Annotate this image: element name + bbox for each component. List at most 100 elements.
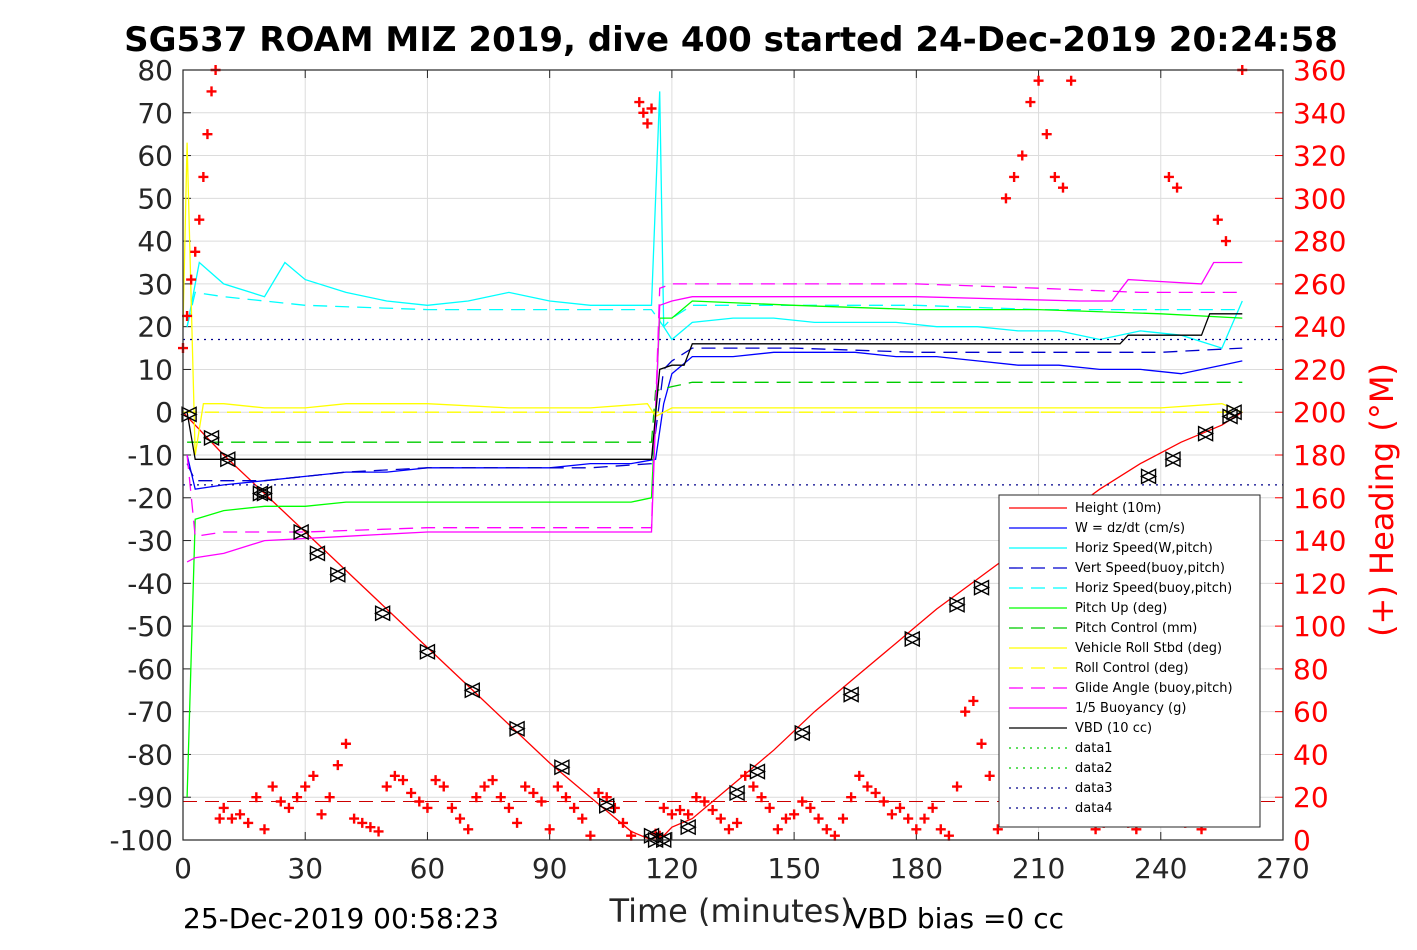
heading-point xyxy=(895,802,906,813)
x-tick-label: 210 xyxy=(1012,852,1065,885)
series-layer xyxy=(178,65,1283,849)
heading-point xyxy=(218,802,229,813)
legend-entry: data4 xyxy=(1075,801,1113,816)
heading-point xyxy=(300,781,311,792)
heading-point xyxy=(214,813,225,824)
heading-point xyxy=(854,770,865,781)
heading-point xyxy=(275,796,286,807)
heading-point xyxy=(805,802,816,813)
heading-point xyxy=(194,214,205,225)
dive-marker xyxy=(463,682,481,699)
heading-point xyxy=(593,787,604,798)
heading-point xyxy=(1033,75,1044,86)
right-y-tick-label: 180 xyxy=(1293,439,1346,472)
heading-point xyxy=(756,792,767,803)
dive-marker xyxy=(374,605,392,622)
dive-marker xyxy=(418,643,437,660)
heading-point xyxy=(446,802,457,813)
dive-marker xyxy=(948,596,966,613)
footer-vbd-bias: VBD bias =0 cc xyxy=(848,902,1064,935)
heading-point xyxy=(186,274,197,285)
heading-point xyxy=(658,802,669,813)
dive-marker xyxy=(793,724,811,742)
heading-point xyxy=(544,824,555,835)
left-y-tick-label: -60 xyxy=(127,653,173,686)
legend-entry: Height (10m) xyxy=(1075,501,1161,516)
legend-entry: Roll Control (deg) xyxy=(1075,661,1189,676)
dive-marker xyxy=(842,686,860,703)
right-y-tick-label: 20 xyxy=(1293,781,1329,814)
legend-entry: Horiz Speed(buoy,pitch) xyxy=(1075,581,1232,596)
right-y-tick-label: 320 xyxy=(1293,140,1346,173)
heading-point xyxy=(332,760,343,771)
ticks: 0 30 60 90 120 150 180 210 240 270 80 70 60 50 40 30 20 1… xyxy=(109,54,1346,885)
heading-point xyxy=(487,775,498,786)
heading-point xyxy=(870,787,881,798)
legend-entry: data2 xyxy=(1075,761,1113,776)
heading-point xyxy=(699,796,710,807)
heading-point xyxy=(878,796,889,807)
heading-point xyxy=(789,809,800,820)
series-line-7 xyxy=(182,142,1243,456)
series-line-10 xyxy=(186,261,1243,563)
heading-point xyxy=(666,809,677,820)
heading-point xyxy=(308,770,319,781)
left-y-tick-label: 20 xyxy=(137,311,173,344)
legend-entry: data3 xyxy=(1075,781,1113,796)
heading-point xyxy=(340,738,351,749)
heading-point xyxy=(1066,75,1077,86)
right-y-tick-label: 200 xyxy=(1293,396,1346,429)
right-y-tick-label: 300 xyxy=(1293,182,1346,215)
x-tick-label: 0 xyxy=(174,852,192,885)
heading-point xyxy=(414,796,425,807)
left-y-tick-label: 0 xyxy=(155,396,173,429)
heading-point xyxy=(723,824,734,835)
heading-point xyxy=(976,738,987,749)
heading-point xyxy=(422,802,433,813)
heading-point xyxy=(226,813,237,824)
heading-point xyxy=(381,781,392,792)
heading-point xyxy=(903,813,914,824)
series-line-11 xyxy=(186,313,1243,460)
dive-marker xyxy=(553,759,571,776)
dive-marker xyxy=(508,720,526,737)
right-y-tick-label: 220 xyxy=(1293,353,1346,386)
right-y-tick-label: 160 xyxy=(1293,482,1346,515)
heading-point xyxy=(389,770,400,781)
right-y-tick-label: 340 xyxy=(1293,97,1346,130)
legend-entry: Pitch Up (deg) xyxy=(1075,601,1167,616)
x-tick-label: 240 xyxy=(1134,852,1187,885)
heading-point xyxy=(886,809,897,820)
heading-point xyxy=(992,824,1003,835)
left-y-tick-label: -10 xyxy=(127,439,173,472)
heading-point xyxy=(772,824,783,835)
heading-point xyxy=(206,86,217,97)
plot-frame xyxy=(182,69,1284,841)
heading-point xyxy=(430,775,441,786)
heading-point xyxy=(1172,182,1183,193)
dive-marker xyxy=(972,579,991,596)
heading-point xyxy=(190,246,201,257)
left-y-tick-label: 10 xyxy=(137,353,173,386)
heading-point xyxy=(324,792,335,803)
heading-point xyxy=(646,103,657,114)
legend-entry: VBD (10 cc) xyxy=(1075,721,1152,736)
heading-point xyxy=(471,792,482,803)
right-y-axis-label: (+) Heading (°M) xyxy=(1363,363,1401,637)
heading-point xyxy=(935,824,946,835)
right-y-tick-label: 80 xyxy=(1293,653,1329,686)
left-y-tick-label: -80 xyxy=(127,738,173,771)
heading-point xyxy=(292,792,303,803)
heading-point xyxy=(691,792,702,803)
dive-marker xyxy=(1225,404,1243,421)
right-y-tick-label: 240 xyxy=(1293,311,1346,344)
right-y-tick-label: 140 xyxy=(1293,525,1346,558)
x-tick-label: 180 xyxy=(890,852,943,885)
series-line-1 xyxy=(186,351,1243,490)
legend-entry: Horiz Speed(W,pitch) xyxy=(1075,541,1213,556)
heading-point xyxy=(634,97,645,108)
legend-entry: Pitch Control (mm) xyxy=(1075,621,1197,636)
heading-point xyxy=(919,813,930,824)
heading-point xyxy=(626,830,637,841)
